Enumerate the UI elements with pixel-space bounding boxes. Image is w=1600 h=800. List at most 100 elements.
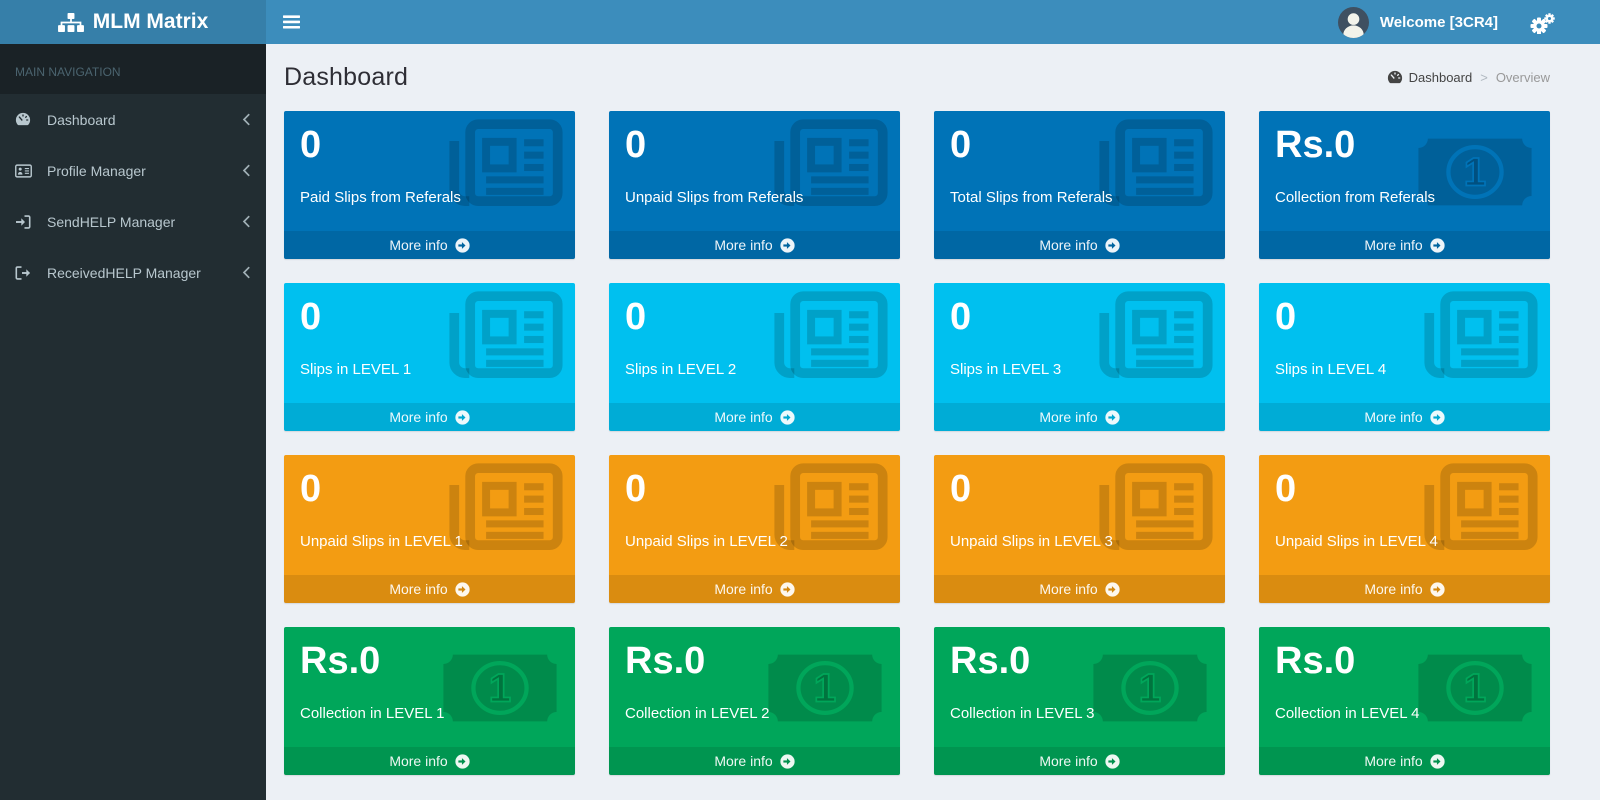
stat-value: 0 xyxy=(300,468,322,510)
top-header-bar: MLM Matrix xyxy=(0,0,1600,44)
stat-value: Rs.0 xyxy=(1275,640,1356,682)
stat-box-inner: 0 Paid Slips from Referals xyxy=(284,111,575,219)
newspaper-icon xyxy=(1091,290,1213,389)
sidebar-item-receivedhelp-manager[interactable]: ReceivedHELP Manager xyxy=(0,247,266,298)
stat-box-unpaid-slips-in-level-4: 0 Unpaid Slips in LEVEL 4 More info xyxy=(1259,455,1550,603)
stat-value: 0 xyxy=(1275,468,1297,510)
sidebar-item-dashboard[interactable]: Dashboard xyxy=(0,94,266,145)
more-info-link[interactable]: More info xyxy=(284,403,575,431)
stat-box-grid: 0 Paid Slips from Referals More info 0 Unpai… xyxy=(284,111,1550,775)
stat-label: Slips in LEVEL 1 xyxy=(300,360,412,378)
user-menu[interactable]: Welcome [3CR4] xyxy=(1337,6,1498,38)
arrow-circle-right-icon xyxy=(1105,409,1120,425)
more-info-label: More info xyxy=(1039,409,1098,425)
more-info-label: More info xyxy=(714,753,773,769)
more-info-link[interactable]: More info xyxy=(284,747,575,775)
more-info-link[interactable]: More info xyxy=(934,747,1225,775)
sidebar-toggle-button[interactable] xyxy=(266,0,317,44)
stat-value: 0 xyxy=(950,124,972,166)
stat-value: 0 xyxy=(625,296,647,338)
more-info-link[interactable]: More info xyxy=(1259,747,1550,775)
settings-button[interactable] xyxy=(1530,11,1555,34)
more-info-label: More info xyxy=(1364,237,1423,253)
chevron-left-icon xyxy=(242,113,251,126)
stat-value: 0 xyxy=(300,296,322,338)
sidebar-item-profile-manager[interactable]: Profile Manager xyxy=(0,145,266,196)
app-logo[interactable]: MLM Matrix xyxy=(0,0,266,44)
sidebar-item-sendhelp-manager[interactable]: SendHELP Manager xyxy=(0,196,266,247)
arrow-circle-right-icon xyxy=(455,581,470,597)
more-info-link[interactable]: More info xyxy=(1259,231,1550,259)
stat-box-slips-in-level-3: 0 Slips in LEVEL 3 More info xyxy=(934,283,1225,431)
stat-value: 0 xyxy=(300,124,322,166)
id-card-icon xyxy=(15,163,41,178)
more-info-link[interactable]: More info xyxy=(284,575,575,603)
stat-box-inner: Rs.0 Collection in LEVEL 2 xyxy=(609,627,900,735)
arrow-circle-right-icon xyxy=(455,237,470,253)
newspaper-icon xyxy=(1416,290,1538,389)
stat-box-inner: 0 Unpaid Slips in LEVEL 4 xyxy=(1259,455,1550,563)
more-info-label: More info xyxy=(389,237,448,253)
navbar: Welcome [3CR4] xyxy=(266,0,1600,44)
more-info-link[interactable]: More info xyxy=(609,231,900,259)
arrow-circle-right-icon xyxy=(1430,237,1445,253)
stat-value: Rs.0 xyxy=(950,640,1031,682)
sitemap-icon xyxy=(57,12,84,32)
more-info-link[interactable]: More info xyxy=(934,403,1225,431)
arrow-circle-right-icon xyxy=(1430,753,1445,769)
page-title: Dashboard xyxy=(284,63,409,91)
more-info-link[interactable]: More info xyxy=(934,575,1225,603)
svg-text:1: 1 xyxy=(1464,666,1486,711)
more-info-label: More info xyxy=(1039,581,1098,597)
stat-label: Total Slips from Referals xyxy=(950,188,1113,206)
stat-box-inner: 0 Unpaid Slips in LEVEL 3 xyxy=(934,455,1225,563)
chevron-left-icon xyxy=(242,215,251,228)
stat-box-inner: 0 Unpaid Slips from Referals xyxy=(609,111,900,219)
stat-label: Slips in LEVEL 3 xyxy=(950,360,1062,378)
more-info-link[interactable]: More info xyxy=(609,575,900,603)
money-icon: 1 xyxy=(765,648,885,728)
more-info-link[interactable]: More info xyxy=(934,231,1225,259)
stat-label: Collection in LEVEL 2 xyxy=(625,704,770,722)
more-info-label: More info xyxy=(714,237,773,253)
stat-value: 0 xyxy=(625,124,647,166)
stat-box-inner: Rs.0 Collection from Referals xyxy=(1259,111,1550,219)
more-info-label: More info xyxy=(389,581,448,597)
welcome-text: Welcome [3CR4] xyxy=(1379,13,1498,31)
stat-label: Collection in LEVEL 1 xyxy=(300,704,445,722)
more-info-link[interactable]: More info xyxy=(609,747,900,775)
stat-value: 0 xyxy=(625,468,647,510)
stat-box-collection-in-level-3: Rs.0 Collection in LEVEL 3 1 More info xyxy=(934,627,1225,775)
arrow-circle-right-icon xyxy=(1105,581,1120,597)
stat-box-collection-in-level-4: Rs.0 Collection in LEVEL 4 1 More info xyxy=(1259,627,1550,775)
arrow-circle-right-icon xyxy=(1430,409,1445,425)
stat-box-inner: 0 Slips in LEVEL 4 xyxy=(1259,283,1550,391)
stat-box-inner: 0 Unpaid Slips in LEVEL 1 xyxy=(284,455,575,563)
arrow-circle-right-icon xyxy=(455,753,470,769)
user-avatar xyxy=(1337,6,1369,38)
svg-text:1: 1 xyxy=(1464,150,1486,195)
sign-out-icon xyxy=(15,265,41,280)
sidebar-item-label: SendHELP Manager xyxy=(47,213,176,230)
stat-label: Unpaid Slips in LEVEL 4 xyxy=(1275,532,1438,550)
more-info-label: More info xyxy=(1364,581,1423,597)
newspaper-icon xyxy=(1416,462,1538,561)
stat-box-slips-in-level-2: 0 Slips in LEVEL 2 More info xyxy=(609,283,900,431)
stat-box-unpaid-slips-in-level-2: 0 Unpaid Slips in LEVEL 2 More info xyxy=(609,455,900,603)
more-info-link[interactable]: More info xyxy=(609,403,900,431)
stat-box-unpaid-slips-from-referals: 0 Unpaid Slips from Referals More info xyxy=(609,111,900,259)
svg-text:1: 1 xyxy=(1139,666,1161,711)
more-info-link[interactable]: More info xyxy=(1259,403,1550,431)
stat-box-collection-in-level-2: Rs.0 Collection in LEVEL 2 1 More info xyxy=(609,627,900,775)
stat-label: Paid Slips from Referals xyxy=(300,188,461,206)
more-info-link[interactable]: More info xyxy=(1259,575,1550,603)
dashboard-icon xyxy=(1386,70,1403,86)
stat-box-paid-slips-from-referals: 0 Paid Slips from Referals More info xyxy=(284,111,575,259)
more-info-link[interactable]: More info xyxy=(284,231,575,259)
stat-value: Rs.0 xyxy=(300,640,381,682)
breadcrumb-home-link[interactable]: Dashboard xyxy=(1386,70,1473,86)
breadcrumb-home-label: Dashboard xyxy=(1408,70,1473,85)
stat-box-inner: 0 Slips in LEVEL 1 xyxy=(284,283,575,391)
sidebar-item-label: ReceivedHELP Manager xyxy=(47,264,201,281)
stat-value: Rs.0 xyxy=(625,640,706,682)
